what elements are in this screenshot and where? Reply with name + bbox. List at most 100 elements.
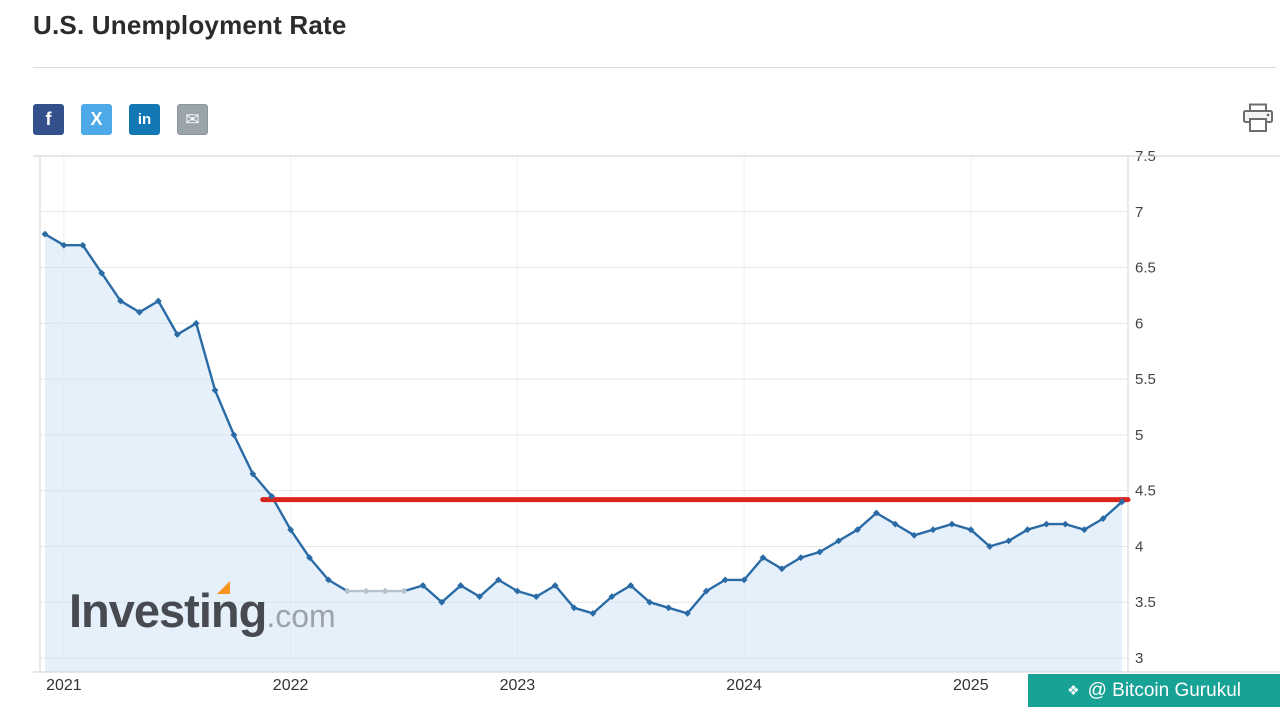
series-line-segment <box>705 578 726 593</box>
data-point-marker <box>570 604 578 612</box>
data-point-marker <box>362 587 370 595</box>
data-point-marker <box>702 587 710 595</box>
data-point-marker <box>910 531 918 539</box>
series-line-segment <box>894 523 915 537</box>
x-share-button[interactable]: X <box>81 104 112 135</box>
data-point-marker <box>684 609 691 617</box>
data-point-marker <box>457 582 465 589</box>
data-point-marker <box>268 492 276 500</box>
data-point-marker <box>986 543 994 550</box>
data-point-marker <box>948 520 956 528</box>
data-point-marker <box>495 576 502 584</box>
data-point-marker <box>79 241 87 249</box>
series-line-segment <box>1064 522 1085 531</box>
email-share-button[interactable]: ✉ <box>177 104 208 135</box>
data-point-marker <box>211 386 219 394</box>
data-point-marker <box>854 526 861 534</box>
data-point-marker <box>154 297 162 305</box>
series-line-segment <box>157 300 179 336</box>
unemployment-chart[interactable]: 3 3.5 4 4.5 5 5.5 6 6.5 7 7.5 2021 2022 2023 2024 2025… <box>33 150 1280 710</box>
series-line-segment <box>213 389 236 436</box>
series-line-segment <box>800 550 821 559</box>
data-point-marker <box>1061 520 1069 528</box>
data-point-marker <box>287 526 295 534</box>
series-line-segment <box>932 522 953 531</box>
series-line-segment <box>403 584 424 593</box>
chart-canvas[interactable]: 3 3.5 4 4.5 5 5.5 6 6.5 7 7.5 2021 2022 2023 2024 2025 <box>33 150 1280 710</box>
data-point-marker <box>721 576 729 584</box>
data-point-marker <box>476 593 483 601</box>
data-point-marker <box>230 431 238 439</box>
data-point-marker <box>60 241 68 249</box>
series-line-segment <box>100 272 122 302</box>
data-point-marker <box>325 576 332 584</box>
series-line-segment <box>1083 517 1104 531</box>
data-point-marker <box>797 554 805 561</box>
series-line-segment <box>743 556 764 581</box>
y-axis-label: 4 <box>1135 538 1143 555</box>
series-line-segment <box>913 528 934 537</box>
divider <box>33 67 1276 68</box>
series-line-segment <box>44 233 65 247</box>
series-line-segment <box>819 539 840 554</box>
data-point-marker <box>136 308 143 316</box>
data-point-marker <box>532 593 540 601</box>
data-point-marker <box>891 520 899 528</box>
watermark-suffix: .com <box>266 598 336 634</box>
series-line-segment <box>289 529 311 559</box>
series-line-segment <box>1027 522 1047 531</box>
series-line-segment <box>232 434 254 475</box>
series-line-segment <box>308 556 330 581</box>
series-line-segment <box>478 579 500 598</box>
data-point-marker <box>117 297 124 305</box>
linkedin-share-button[interactable]: in <box>129 104 160 135</box>
y-axis-label: 6 <box>1135 315 1143 332</box>
data-point-marker <box>1099 515 1107 522</box>
y-axis-label: 7 <box>1135 204 1143 221</box>
print-button[interactable] <box>1242 103 1274 135</box>
data-point-marker <box>967 526 975 534</box>
data-point-marker <box>816 548 824 556</box>
credit-banner: ❖ @ Bitcoin Gurukul <box>1028 674 1280 707</box>
data-point-marker <box>740 576 748 584</box>
series-line-segment <box>1102 500 1123 520</box>
series-line-segment <box>856 512 878 531</box>
data-point-marker <box>249 470 257 478</box>
series-line-segment <box>837 528 859 542</box>
series-line-segment <box>762 556 783 570</box>
series-line-segment <box>592 595 613 615</box>
y-axis-label: 3 <box>1135 650 1143 667</box>
watermark-brand: Investing <box>69 584 267 637</box>
data-point-marker <box>343 587 351 595</box>
y-axis-label: 5.5 <box>1135 371 1156 388</box>
series-line-segment <box>970 528 991 548</box>
series-line-segment <box>119 299 141 314</box>
y-axis-label: 7.5 <box>1135 150 1156 165</box>
series-line-segment <box>535 584 556 598</box>
data-point-marker <box>835 537 842 545</box>
data-point-marker <box>306 554 313 561</box>
series-line-segment <box>176 322 197 336</box>
facebook-share-button[interactable]: f <box>33 104 64 135</box>
series-line-segment <box>1007 528 1029 542</box>
series-line-segment <box>649 601 669 609</box>
series-line-segment <box>554 584 576 609</box>
series-line-segment <box>668 606 688 615</box>
series-line-segment <box>422 584 443 604</box>
series-line-segment <box>138 299 160 314</box>
data-point-marker <box>381 587 389 595</box>
data-point-marker <box>400 587 408 595</box>
page-title: U.S. Unemployment Rate <box>33 10 347 40</box>
series-line-segment <box>781 556 802 570</box>
chart-area <box>45 234 1122 672</box>
series-line-segment <box>611 584 632 598</box>
data-point-marker <box>98 269 106 277</box>
series-line-segment <box>989 539 1009 548</box>
data-point-marker <box>627 582 635 589</box>
y-axis-label: 3.5 <box>1135 594 1156 611</box>
data-point-marker <box>872 509 880 517</box>
data-point-marker <box>1118 498 1126 506</box>
x-axis-label: 2021 <box>46 677 82 694</box>
investing-watermark: Investing.com <box>69 581 336 637</box>
data-point-marker <box>608 593 616 601</box>
